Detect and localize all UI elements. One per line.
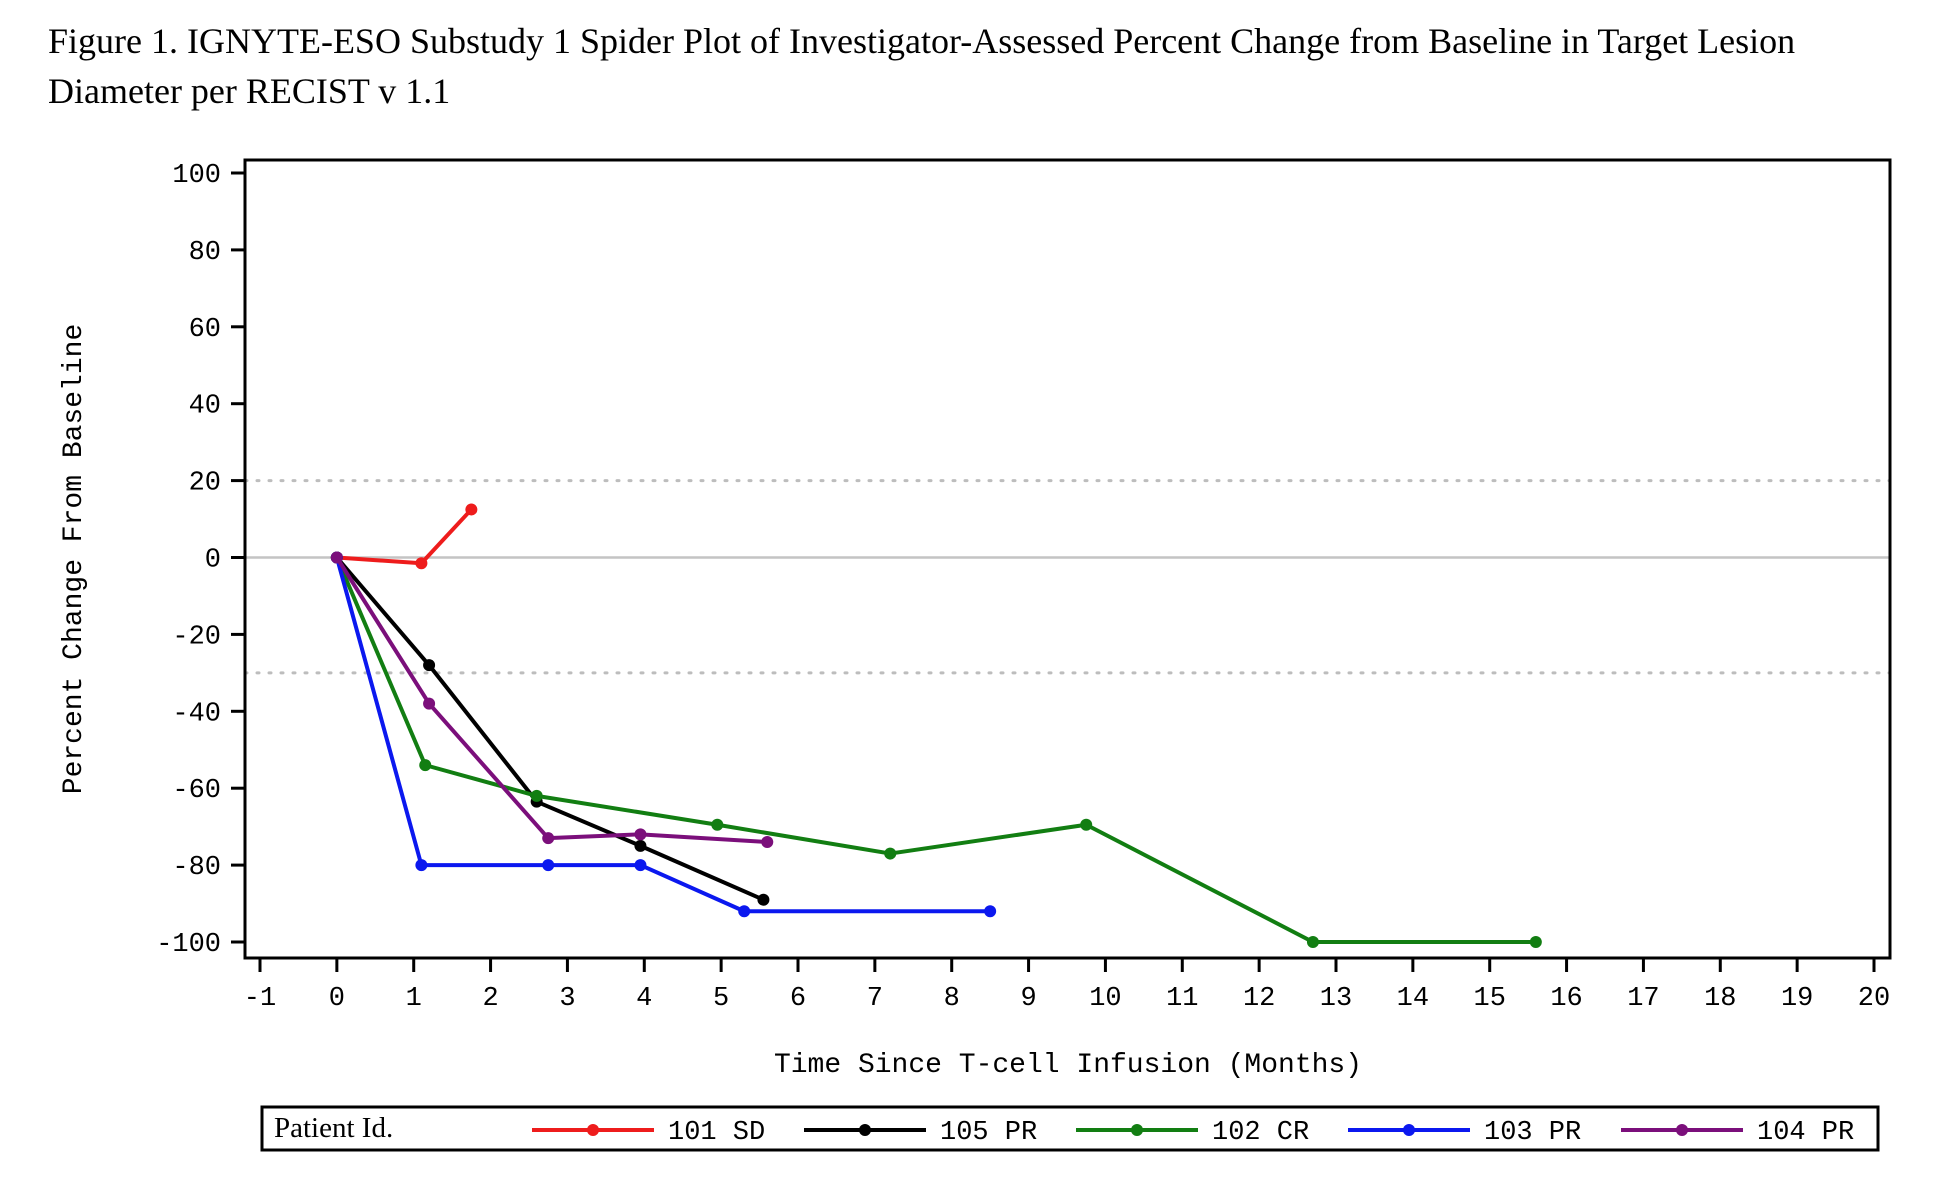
x-tick-label: 5 bbox=[713, 984, 729, 1014]
series-line bbox=[335, 556, 765, 902]
figure-title: Figure 1. IGNYTE-ESO Substudy 1 Spider P… bbox=[48, 21, 1796, 111]
legend-swatch-marker bbox=[1403, 1124, 1415, 1136]
legend-label: 105 PR bbox=[940, 1118, 1037, 1148]
data-point bbox=[634, 839, 647, 852]
x-tick-label: 7 bbox=[867, 984, 883, 1014]
x-tick-label: 1 bbox=[406, 984, 422, 1014]
x-tick-label: 16 bbox=[1550, 984, 1582, 1014]
data-point bbox=[1080, 818, 1093, 831]
legend-item: 103 PR bbox=[1348, 1118, 1581, 1148]
x-axis: -1 0 1 2 3 4 5 6 7 8 9 10 11 12 13 14 15 16 17 18 19 20 bbox=[244, 958, 1890, 1014]
reference-lines bbox=[243, 479, 1892, 675]
series-105-pr bbox=[330, 551, 770, 906]
series-layer bbox=[330, 503, 1542, 948]
series-101-sd bbox=[330, 503, 478, 570]
x-tick-label: 13 bbox=[1320, 984, 1352, 1014]
data-point bbox=[423, 697, 436, 710]
data-point bbox=[761, 836, 774, 849]
x-tick-label: 3 bbox=[559, 984, 575, 1014]
legend-swatch-marker bbox=[1676, 1124, 1688, 1136]
x-tick-label: 15 bbox=[1474, 984, 1506, 1014]
x-tick-label: 14 bbox=[1397, 984, 1429, 1014]
x-tick-label: 17 bbox=[1627, 984, 1659, 1014]
legend-label: 103 PR bbox=[1484, 1118, 1581, 1148]
legend: Patient Id. 101 SD 105 PR 102 CR 103 PR 104 P… bbox=[260, 1105, 1880, 1152]
data-point bbox=[984, 905, 997, 918]
y-tick-label: -80 bbox=[172, 853, 221, 883]
legend-box bbox=[260, 1105, 1880, 1152]
x-tick-label: 6 bbox=[790, 984, 806, 1014]
legend-label: 104 PR bbox=[1757, 1118, 1854, 1148]
data-point bbox=[738, 905, 751, 918]
y-tick-label: 60 bbox=[189, 315, 221, 345]
data-point bbox=[423, 659, 436, 672]
legend-item: 101 SD bbox=[532, 1118, 765, 1148]
data-point bbox=[415, 859, 428, 872]
data-point bbox=[530, 789, 543, 802]
data-point bbox=[884, 847, 897, 860]
legend-label: 102 CR bbox=[1212, 1118, 1309, 1148]
x-tick-label: 11 bbox=[1166, 984, 1198, 1014]
x-tick-label: 19 bbox=[1781, 984, 1813, 1014]
data-point bbox=[542, 832, 555, 845]
data-point bbox=[419, 759, 432, 772]
x-tick-label: 4 bbox=[636, 984, 652, 1014]
x-tick-label: 9 bbox=[1020, 984, 1036, 1014]
y-tick-label: -60 bbox=[172, 776, 221, 806]
legend-label: 101 SD bbox=[668, 1118, 765, 1148]
legend-title: Patient Id. bbox=[274, 1112, 393, 1144]
series-103-pr bbox=[330, 551, 997, 918]
x-axis-label: Time Since T-cell Infusion (Months) bbox=[774, 1050, 1362, 1081]
legend-swatch-marker bbox=[1131, 1124, 1143, 1136]
plot-frame bbox=[243, 158, 1892, 960]
data-point bbox=[1529, 936, 1542, 948]
x-tick-label: 2 bbox=[482, 984, 498, 1014]
data-point bbox=[1306, 936, 1319, 948]
y-tick-label: -40 bbox=[172, 699, 221, 729]
legend-item: 102 CR bbox=[1076, 1118, 1309, 1148]
x-tick-label: 8 bbox=[944, 984, 960, 1014]
x-tick-label: 12 bbox=[1243, 984, 1275, 1014]
y-tick-label: 0 bbox=[205, 546, 221, 576]
x-tick-label: -1 bbox=[244, 984, 276, 1014]
y-tick-label: 100 bbox=[172, 161, 221, 191]
data-point bbox=[634, 859, 647, 872]
legend-swatch-marker bbox=[859, 1124, 871, 1136]
data-point bbox=[330, 551, 343, 564]
series-104-pr bbox=[330, 551, 774, 849]
series-line bbox=[334, 556, 991, 914]
y-tick-label: 40 bbox=[189, 392, 221, 422]
y-tick-label: -20 bbox=[172, 622, 221, 652]
x-tick-label: 20 bbox=[1858, 984, 1890, 1014]
data-point bbox=[415, 557, 428, 570]
x-tick-label: 0 bbox=[329, 984, 345, 1014]
data-point bbox=[757, 893, 770, 906]
y-axis: -100 -80 -60 -40 -20 0 20 40 60 80 100 bbox=[156, 161, 245, 960]
data-point bbox=[634, 828, 647, 841]
y-tick-label: 80 bbox=[189, 238, 221, 268]
data-point bbox=[465, 503, 478, 516]
y-tick-label: -100 bbox=[156, 930, 221, 960]
legend-item: 104 PR bbox=[1621, 1118, 1854, 1148]
series-line bbox=[335, 556, 1536, 944]
series-102-cr bbox=[330, 551, 1542, 948]
data-point bbox=[711, 818, 724, 831]
data-point bbox=[542, 859, 555, 872]
legend-item: 105 PR bbox=[804, 1118, 1037, 1148]
x-tick-label: 10 bbox=[1089, 984, 1121, 1014]
legend-swatch-marker bbox=[587, 1124, 599, 1136]
x-tick-label: 18 bbox=[1704, 984, 1736, 1014]
series-line bbox=[336, 508, 473, 566]
y-tick-label: 20 bbox=[189, 469, 221, 499]
y-axis-label: Percent Change From Baseline bbox=[59, 324, 90, 794]
